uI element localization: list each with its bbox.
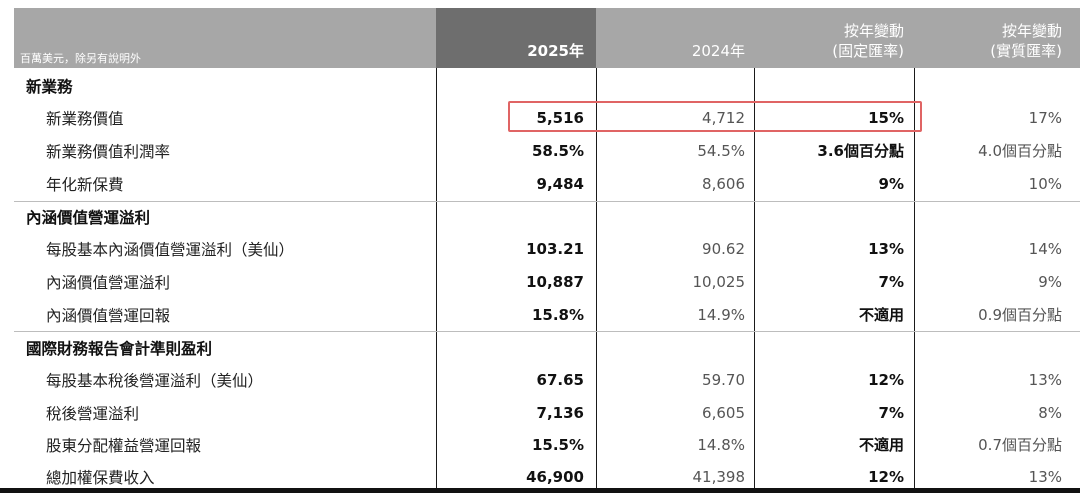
section-divider bbox=[14, 331, 1080, 332]
table-row: 年化新保費 9,484 8,606 9% 10% bbox=[46, 174, 1062, 194]
table-row: 每股基本內涵價值營運溢利（美仙） 103.21 90.62 13% 14% bbox=[46, 239, 1062, 259]
column-header-yoy-actual: 按年變動 (實質匯率) bbox=[990, 22, 1062, 60]
table-row: 新業務價值 5,516 4,712 15% 17% bbox=[46, 108, 1062, 128]
section-header: 國際財務報告會計準則盈利 bbox=[26, 339, 213, 358]
column-divider bbox=[914, 68, 915, 493]
table-row: 每股基本稅後營運溢利（美仙） 67.65 59.70 12% 13% bbox=[46, 370, 1062, 390]
bottom-border bbox=[0, 488, 1080, 493]
table-row: 內涵價值營運回報 15.8% 14.9% 不適用 0.9個百分點 bbox=[46, 305, 1062, 325]
column-2025-header-bg bbox=[436, 8, 596, 68]
section-header: 新業務 bbox=[26, 77, 73, 96]
section-header: 內涵價值營運溢利 bbox=[26, 208, 151, 227]
table-row: 股東分配權益營運回報 15.5% 14.8% 不適用 0.7個百分點 bbox=[46, 435, 1062, 455]
table-row: 稅後營運溢利 7,136 6,605 7% 8% bbox=[46, 403, 1062, 423]
column-header-2024: 2024年 bbox=[691, 42, 745, 60]
table-row: 總加權保費收入 46,900 41,398 12% 13% bbox=[46, 467, 1062, 487]
highlight-box bbox=[508, 101, 922, 132]
table-row: 內涵價值營運溢利 10,887 10,025 7% 9% bbox=[46, 272, 1062, 292]
column-divider bbox=[754, 68, 755, 493]
column-header-yoy-constant: 按年變動 (固定匯率) bbox=[832, 22, 904, 60]
column-header-2025: 2025年 bbox=[527, 42, 584, 60]
section-divider bbox=[14, 201, 1080, 202]
table-row: 新業務價值利潤率 58.5% 54.5% 3.6個百分點 4.0個百分點 bbox=[46, 141, 1062, 161]
column-divider bbox=[596, 68, 597, 493]
column-divider bbox=[436, 68, 437, 493]
unit-note: 百萬美元，除另有說明外 bbox=[20, 52, 141, 65]
